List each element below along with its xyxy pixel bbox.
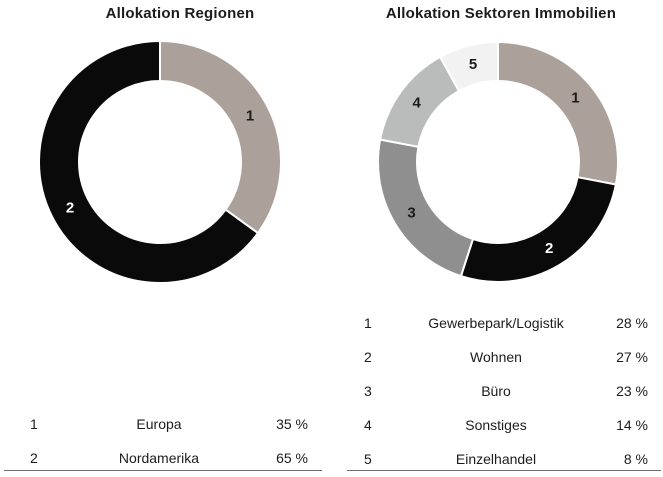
- legend-row-number: 1: [364, 315, 372, 331]
- legend-row-number: 2: [30, 450, 38, 466]
- legend-sektoren: 1 Gewerbepark/Logistik 28 % 2 Wohnen 27 % 3 Bür…: [344, 306, 648, 476]
- legend-row-percent: 28 %: [616, 315, 648, 331]
- legend-row-number: 1: [30, 416, 38, 432]
- segment-number-label: 5: [469, 56, 477, 73]
- legend-row-number: 5: [364, 451, 372, 467]
- legend-row-percent: 8 %: [623, 451, 648, 467]
- legend-row: 1 Europa 35 %: [10, 407, 308, 441]
- donut-segment-1-5: [438, 40, 499, 93]
- legend-rule-right: [347, 470, 661, 471]
- legend-row-percent: 35 %: [276, 416, 308, 432]
- legend-row-label: Büro: [481, 383, 511, 399]
- legend-row-label: Europa: [136, 416, 182, 432]
- segment-number-label: 2: [545, 240, 553, 257]
- legend-row-label: Einzelhandel: [455, 451, 537, 467]
- legend-row-number: 4: [364, 417, 372, 433]
- segment-number-label: 3: [407, 205, 415, 222]
- donut-segment-1-3: [377, 138, 475, 278]
- donut-chart-0: 12: [38, 39, 282, 284]
- donut-chart-1: 1 2 3 4 5: [377, 40, 619, 283]
- legend-row-percent: 14 %: [616, 417, 648, 433]
- legend-regionen: 1 Europa 35 % 2 Nordamerika 65 %: [10, 407, 308, 475]
- legend-row: 2 Nordamerika 65 %: [10, 441, 308, 475]
- legend-row: 2 Wohnen 27 %: [344, 340, 648, 374]
- legend-row: 1 Gewerbepark/Logistik 28 %: [344, 306, 648, 340]
- segment-number-label: 2: [66, 199, 74, 216]
- legend-row-number: 3: [364, 383, 372, 399]
- legend-row-label: Wohnen: [470, 349, 522, 365]
- legend-row-label: Gewerbepark/Logistik: [428, 315, 564, 331]
- legend-row: 5 Einzelhandel 8 %: [344, 442, 648, 476]
- legend-row-percent: 23 %: [616, 383, 648, 399]
- legend-row-number: 2: [364, 349, 372, 365]
- legend-row-percent: 65 %: [276, 450, 308, 466]
- legend-rule-left: [4, 470, 322, 471]
- legend-row-label: Sonstiges: [465, 417, 527, 433]
- segment-number-label: 4: [413, 94, 422, 111]
- chart-title-sektoren: Allokation Sektoren Immobilien: [385, 5, 617, 22]
- donut-segment-0-2: [38, 39, 260, 284]
- segment-number-label: 1: [246, 108, 254, 125]
- legend-row: 3 Büro 23 %: [344, 374, 648, 408]
- donut-segment-0-1: [159, 39, 282, 235]
- segment-number-label: 1: [571, 89, 579, 106]
- legend-row-label: Nordamerika: [118, 450, 200, 466]
- legend-row: 4 Sonstiges 14 %: [344, 408, 648, 442]
- donut-segment-1-1: [497, 40, 619, 186]
- donut-segment-1-2: [459, 176, 618, 283]
- legend-row-percent: 27 %: [616, 349, 648, 365]
- chart-title-regionen: Allokation Regionen: [105, 5, 255, 22]
